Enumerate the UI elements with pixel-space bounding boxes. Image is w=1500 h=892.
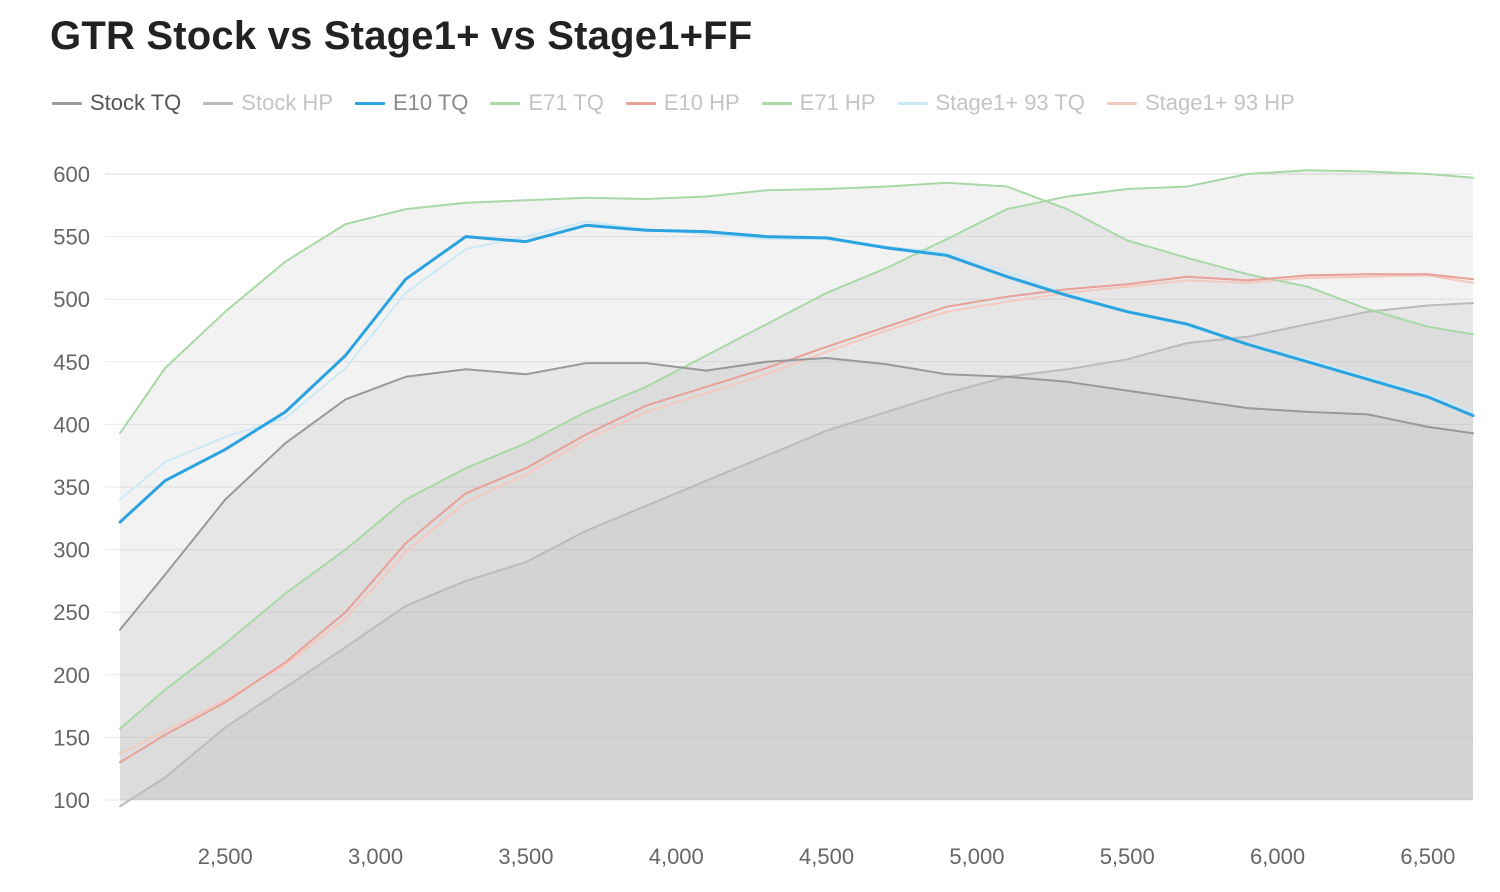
- y-tick-label: 350: [53, 475, 90, 500]
- series-fills: [120, 170, 1474, 807]
- y-tick-label: 300: [53, 538, 90, 563]
- area-e71-hp: [120, 170, 1474, 800]
- legend-swatch: [52, 101, 82, 105]
- y-tick-label: 400: [53, 412, 90, 437]
- x-tick-label: 3,000: [348, 844, 403, 869]
- x-axis-ticks: 2,500 3,000 3,500 4,000 4,500 5,000 5,500 6,000…: [198, 844, 1456, 869]
- legend-swatch: [490, 101, 521, 105]
- y-tick-label: 200: [53, 663, 90, 688]
- series-line-e10-hp[interactable]: [119, 273, 1474, 764]
- x-tick-label: 5,000: [949, 844, 1004, 869]
- series-line-e71-hp[interactable]: [119, 169, 1474, 730]
- series-line-e10-tq[interactable]: [118, 223, 1475, 524]
- legend-swatch: [897, 101, 928, 105]
- legend-label: Stock TQ: [90, 90, 182, 115]
- y-axis-ticks: 100 150 200 250 300 350 400 450 500 550 600: [53, 162, 90, 813]
- x-tick-label: 4,500: [799, 844, 854, 869]
- legend-item-stock-hp[interactable]: Stock HP: [203, 90, 333, 116]
- legend-item-e10-tq[interactable]: E10 TQ: [355, 90, 468, 116]
- y-tick-label: 250: [53, 600, 90, 625]
- legend-swatch: [625, 101, 656, 105]
- x-tick-label: 6,500: [1400, 844, 1455, 869]
- y-tick-label: 500: [53, 287, 90, 312]
- series-line-stock-tq[interactable]: [119, 357, 1474, 631]
- series-lines: [118, 169, 1475, 808]
- legend-label: Stage1+ 93 TQ: [935, 90, 1085, 115]
- legend-label: E10 HP: [663, 90, 740, 115]
- legend-item-e10-hp[interactable]: E10 HP: [625, 90, 740, 116]
- legend-swatch: [761, 101, 792, 105]
- legend-swatch: [1106, 101, 1137, 105]
- x-tick-label: 2,500: [198, 844, 253, 869]
- legend-item-stock-tq[interactable]: Stock TQ: [52, 90, 181, 116]
- series-line-e71-tq[interactable]: [119, 181, 1474, 435]
- legend-label: Stock HP: [241, 90, 333, 115]
- x-tick-label: 4,000: [649, 844, 704, 869]
- x-tick-label: 5,500: [1100, 844, 1155, 869]
- x-tick-label: 6,000: [1250, 844, 1305, 869]
- area-stock-tq: [120, 358, 1474, 800]
- legend-label: E10 TQ: [393, 90, 469, 115]
- legend-item-stage1-93-hp[interactable]: Stage1+ 93 HP: [1106, 90, 1295, 116]
- x-tick-label: 3,500: [498, 844, 553, 869]
- legend-label: E71 TQ: [528, 90, 604, 115]
- area-e71-tq: [120, 182, 1474, 800]
- legend-item-e71-hp[interactable]: E71 HP: [761, 90, 876, 116]
- legend-item-e71-tq[interactable]: E71 TQ: [490, 90, 604, 116]
- y-tick-label: 600: [53, 162, 90, 187]
- y-tick-label: 100: [53, 788, 90, 813]
- y-tick-label: 150: [53, 725, 90, 750]
- chart-legend: Stock TQ Stock HP E10 TQ E71 TQ E10 HP E71 HP…: [52, 88, 1317, 118]
- y-tick-label: 450: [53, 350, 90, 375]
- chart-title: GTR Stock vs Stage1+ vs Stage1+FF: [50, 14, 753, 58]
- legend-swatch: [203, 101, 234, 105]
- legend-item-stage1-93-tq[interactable]: Stage1+ 93 TQ: [897, 90, 1085, 116]
- series-line-stock-hp[interactable]: [119, 302, 1474, 808]
- legend-label: E71 HP: [799, 90, 876, 115]
- legend-swatch: [355, 101, 385, 105]
- area-stock-hp: [120, 302, 1474, 807]
- series-line-stage1-93-hp[interactable]: [119, 274, 1474, 755]
- legend-label: Stage1+ 93 HP: [1144, 90, 1295, 115]
- y-tick-label: 550: [53, 225, 90, 250]
